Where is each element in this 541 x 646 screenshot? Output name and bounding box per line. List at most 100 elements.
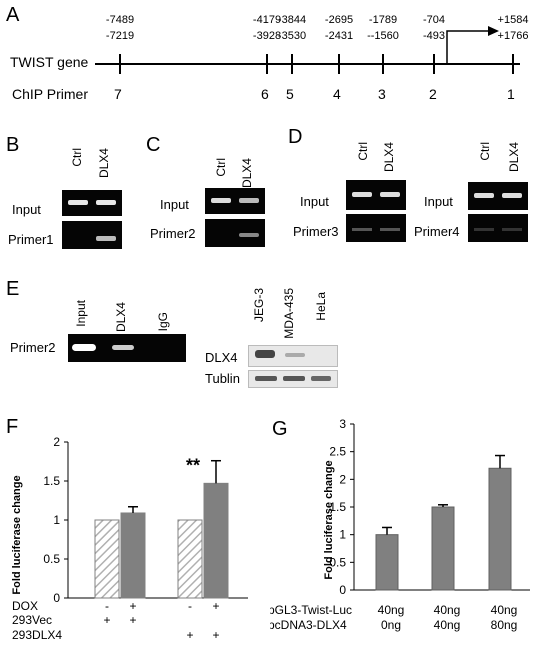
g-y-tick-label: 0 — [339, 583, 346, 597]
site-6-top: -4179 — [252, 14, 282, 26]
gel-input-b — [62, 190, 122, 216]
site-5-bottom: -3530 — [277, 30, 307, 42]
site-4-bottom: -2431 — [324, 30, 354, 42]
input-label-d1: Input — [300, 194, 329, 209]
gel-input-c — [205, 188, 265, 214]
primer3-label: Primer3 — [293, 224, 339, 239]
band — [68, 200, 88, 205]
western-dlx4-label: DLX4 — [205, 350, 238, 365]
tss-arrow-head — [488, 26, 499, 36]
lane-dlx4-b: DLX4 — [97, 148, 111, 179]
western-tublin-label: Tublin — [205, 371, 240, 386]
panel-label-a: A — [6, 4, 20, 26]
f-condition-mark: + — [129, 599, 136, 613]
lane-dlx4-e: DLX4 — [114, 302, 128, 333]
g-bar-0 — [375, 534, 399, 591]
site-2-coords: -704 -493 — [404, 12, 464, 44]
g-bar-2 — [488, 467, 512, 591]
g-condition-mark: 40ng — [434, 618, 461, 632]
primer2-label-c: Primer2 — [150, 226, 196, 241]
f-y-axis-label: Fold luciferase change — [11, 475, 23, 594]
site-4-top: -2695 — [324, 14, 354, 26]
primer-num-7: 7 — [114, 86, 122, 102]
panel-label-f: F — [6, 416, 19, 438]
band — [380, 192, 400, 197]
primer4-label: Primer4 — [414, 224, 460, 239]
f-bar-1 — [120, 512, 146, 599]
f-bar-2 — [177, 519, 203, 599]
lane-ctrl-c: Ctrl — [214, 158, 228, 177]
f-condition-mark: + — [212, 599, 219, 613]
g-condition-mark: 0ng — [381, 618, 401, 632]
band — [112, 345, 134, 350]
gel-input-d1 — [346, 180, 406, 210]
primer-num-3: 3 — [378, 86, 386, 102]
band — [380, 228, 400, 231]
band — [474, 228, 494, 231]
chart-g: Fold luciferase change 0 0.5 1 1.5 2 2.5 3 pGL3… — [270, 417, 530, 632]
site-2-top: -704 — [422, 14, 446, 26]
primer-num-1: 1 — [507, 86, 515, 102]
site-7-bottom: -7219 — [105, 30, 135, 42]
western-tublin-blot — [248, 370, 338, 388]
primer2-label-e: Primer2 — [10, 340, 56, 355]
f-condition-mark: + — [103, 613, 110, 627]
band — [96, 200, 116, 205]
band — [352, 192, 372, 197]
lane-input-e: Input — [74, 300, 88, 327]
band — [474, 193, 494, 198]
panel-label-g: G — [272, 418, 288, 440]
site-5-top: -3844 — [277, 14, 307, 26]
lane-dlx4-c: DLX4 — [240, 158, 254, 189]
site-3-bottom: --1560 — [367, 30, 399, 42]
band — [352, 228, 372, 231]
g-condition-mark: 40ng — [378, 603, 405, 617]
g-condition-label: pcDNA3-DLX4 — [270, 618, 347, 632]
f-y-tick-label: 2 — [53, 435, 60, 449]
site-6-coords: -4179 -3928 — [237, 12, 297, 44]
site-1-coords: +1584 +1766 — [483, 12, 541, 44]
lane-ctrl-d2: Ctrl — [478, 142, 492, 161]
band — [255, 350, 275, 358]
gel-primer3 — [346, 214, 406, 242]
f-y-tick-label: 0.5 — [43, 552, 60, 566]
band — [311, 376, 331, 381]
site-7-coords: -7489 -7219 — [90, 12, 150, 44]
site-1-top: +1584 — [497, 14, 529, 26]
g-condition-mark: 80ng — [491, 618, 518, 632]
f-bar-3 — [203, 482, 229, 599]
g-y-tick-label: 3 — [339, 417, 346, 431]
f-y-tick-label: 1.5 — [43, 474, 60, 488]
primer-num-2: 2 — [429, 86, 437, 102]
gel-primer2-e — [68, 334, 186, 362]
tss-arrow — [446, 30, 488, 64]
western-dlx4-blot — [248, 345, 338, 367]
gel-primer2-c — [205, 219, 265, 247]
g-y-tick-label: 2.5 — [329, 445, 346, 459]
input-label-c: Input — [160, 197, 189, 212]
input-label-b: Input — [12, 202, 41, 217]
band — [239, 198, 259, 203]
site-3-coords: -1789 --1560 — [353, 12, 413, 44]
band — [283, 376, 305, 381]
site-2-bottom: -493 — [422, 30, 446, 42]
lane-mda435: MDA-435 — [282, 288, 296, 339]
f-y-tick-label: 1 — [53, 513, 60, 527]
f-condition-label: DOX — [12, 599, 38, 613]
f-condition-mark: + — [129, 613, 136, 627]
band — [502, 228, 522, 231]
lane-dlx4-d1: DLX4 — [382, 142, 396, 173]
primer-num-4: 4 — [333, 86, 341, 102]
input-label-d2: Input — [424, 194, 453, 209]
site-7-top: -7489 — [105, 14, 135, 26]
f-bar-0 — [94, 519, 120, 599]
panel-label-c: C — [146, 134, 161, 156]
primer-label: ChIP Primer — [12, 86, 88, 102]
primer-num-6: 6 — [261, 86, 269, 102]
band — [72, 344, 96, 351]
g-condition-label: pGL3-Twist-Luc — [270, 603, 352, 617]
panel-label-e: E — [6, 278, 20, 300]
g-condition-mark: 40ng — [491, 603, 518, 617]
gel-primer4 — [468, 214, 528, 242]
